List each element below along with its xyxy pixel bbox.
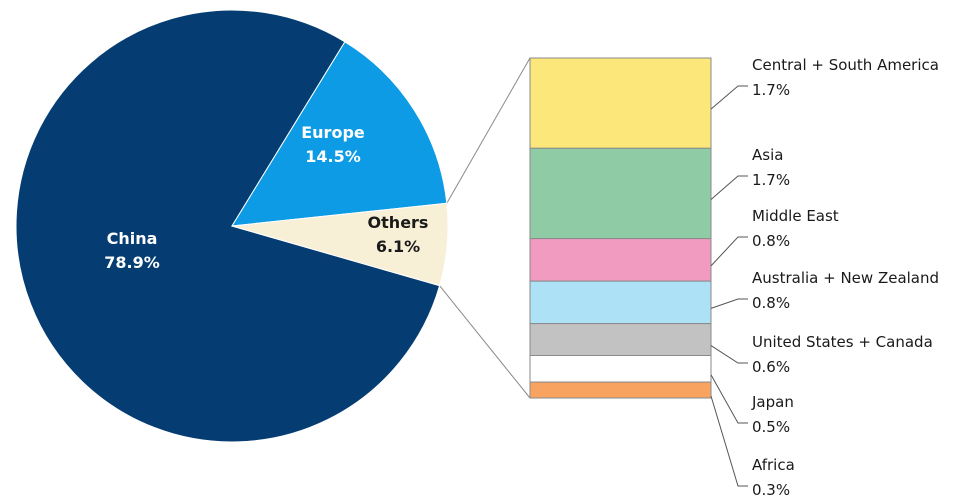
bar-value-australia-new-zealand: 0.8% bbox=[752, 294, 790, 312]
bar-label-central-south-america: Central + South America bbox=[752, 56, 939, 74]
bar-segment-united-states-canada bbox=[529, 323, 712, 356]
leader-line-australia-new-zealand bbox=[710, 298, 748, 309]
pie-label-others: Others bbox=[368, 213, 429, 232]
bar-value-united-states-canada: 0.6% bbox=[752, 358, 790, 376]
bar-label-australia-new-zealand: Australia + New Zealand bbox=[752, 269, 939, 287]
bar-value-africa: 0.3% bbox=[752, 481, 790, 496]
pie-value-others: 6.1% bbox=[376, 237, 420, 256]
bar-value-asia: 1.7% bbox=[752, 171, 790, 189]
breakout-connectors bbox=[439, 57, 531, 399]
leader-line-middle-east bbox=[710, 236, 748, 267]
bar-segment-africa bbox=[529, 381, 712, 399]
pie-slice-europe bbox=[231, 41, 448, 227]
leader-line-asia bbox=[710, 175, 748, 200]
pie-value-europe: 14.5% bbox=[305, 147, 361, 166]
leader-line-africa bbox=[710, 395, 748, 487]
bar-segment-asia bbox=[529, 147, 712, 240]
bar-value-japan: 0.5% bbox=[752, 418, 790, 436]
pie-value-china: 78.9% bbox=[104, 253, 160, 272]
pie-label-china: China bbox=[107, 229, 158, 248]
bar-segment-australia-new-zealand bbox=[529, 280, 712, 325]
bar-segment-japan bbox=[529, 355, 712, 383]
bar-segment-central-south-america bbox=[529, 57, 712, 149]
bar-label-united-states-canada: United States + Canada bbox=[752, 333, 933, 351]
pie-slice-others bbox=[231, 202, 449, 287]
leader-line-central-south-america bbox=[710, 85, 748, 110]
bar-label-asia: Asia bbox=[752, 146, 783, 164]
leader-line-japan bbox=[710, 374, 748, 424]
connector-top bbox=[446, 57, 531, 204]
bar-segment-middle-east bbox=[529, 238, 712, 282]
bar-label-japan: Japan bbox=[751, 393, 794, 411]
pie-chart: China 78.9% Europe 14.5% Others 6.1% bbox=[15, 9, 449, 443]
bar-value-central-south-america: 1.7% bbox=[752, 81, 790, 99]
pie-slice-china bbox=[15, 9, 441, 443]
others-breakdown-bar: Central + South America 1.7% Asia 1.7% Middl… bbox=[529, 56, 939, 496]
leader-line-united-states-canada bbox=[710, 345, 748, 364]
connector-bottom bbox=[439, 285, 531, 399]
pie-label-europe: Europe bbox=[301, 123, 365, 142]
bar-value-middle-east: 0.8% bbox=[752, 232, 790, 250]
bar-label-africa: Africa bbox=[752, 456, 795, 474]
bar-label-middle-east: Middle East bbox=[752, 207, 839, 225]
